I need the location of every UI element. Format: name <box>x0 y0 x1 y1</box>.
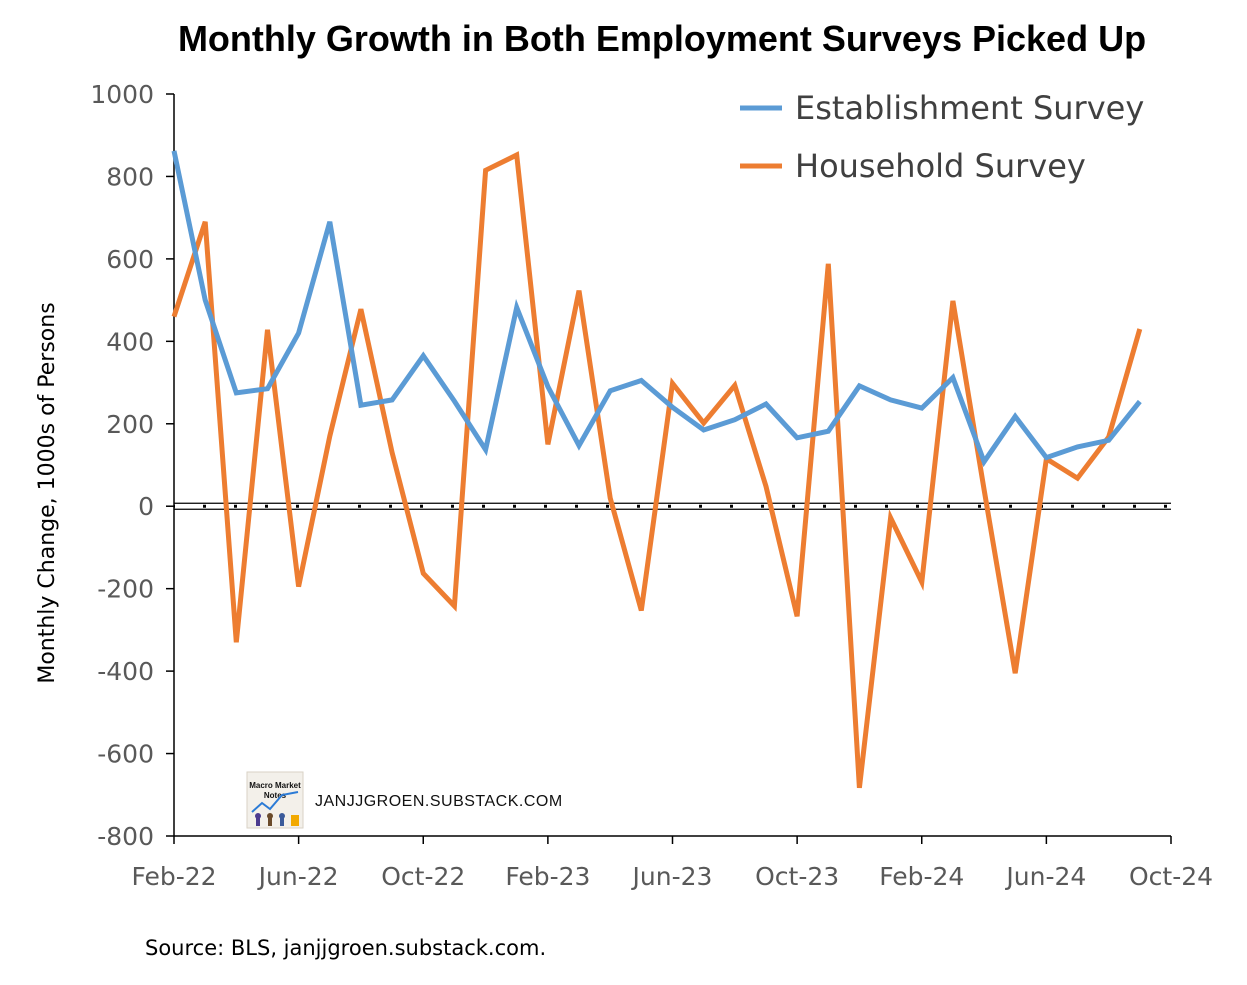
x-tick-label: Feb-23 <box>505 862 590 891</box>
legend-label: Establishment Survey <box>795 89 1144 127</box>
y-tick-label: 200 <box>106 410 154 439</box>
y-tick-label: 400 <box>106 327 154 356</box>
y-tick-label: 1000 <box>90 80 154 109</box>
legend-label: Household Survey <box>795 147 1086 185</box>
x-tick-label: Oct-22 <box>381 862 465 891</box>
watermark: Macro Market Notes JANJJGROEN.SUBSTACK.C… <box>246 771 563 829</box>
y-tick-label: -400 <box>97 657 154 686</box>
source-note: Source: BLS, janjjgroen.substack.com. <box>145 936 546 960</box>
series-line-household-survey <box>171 151 1143 789</box>
x-tick-label: Jun-23 <box>631 862 713 891</box>
y-tick-label: 800 <box>106 162 154 191</box>
watermark-text: JANJJGROEN.SUBSTACK.COM <box>315 793 563 810</box>
x-tick-label: Feb-22 <box>131 862 216 891</box>
x-tick-label: Jun-22 <box>257 862 339 891</box>
x-tick-label: Feb-24 <box>879 862 964 891</box>
y-tick-label: -600 <box>97 740 154 769</box>
macro-market-notes-logo: Macro Market Notes <box>246 771 304 829</box>
y-tick-label: -200 <box>97 575 154 604</box>
chart-title: Monthly Growth in Both Employment Survey… <box>178 18 1146 59</box>
y-tick-label: -800 <box>97 822 154 851</box>
tick-labels: 1000 800 600 400 200 0 -200 -400 -600 -800 Feb-22 J… <box>90 80 1213 891</box>
x-tick-label: Oct-23 <box>755 862 839 891</box>
axes <box>166 93 1172 844</box>
x-tick-label: Jun-24 <box>1004 862 1086 891</box>
logo-text-line1: Macro Market <box>249 781 301 790</box>
series-lines <box>171 150 1143 789</box>
y-tick-label: 0 <box>138 492 154 521</box>
series-line-establishment-survey <box>171 150 1142 468</box>
x-tick-label: Oct-24 <box>1129 862 1213 891</box>
logo-text-line2: Notes <box>264 791 287 800</box>
legend: Establishment Survey Household Survey <box>740 89 1144 185</box>
y-tick-label: 600 <box>106 245 154 274</box>
y-axis-label: Monthly Change, 1000s of Persons <box>35 302 60 683</box>
